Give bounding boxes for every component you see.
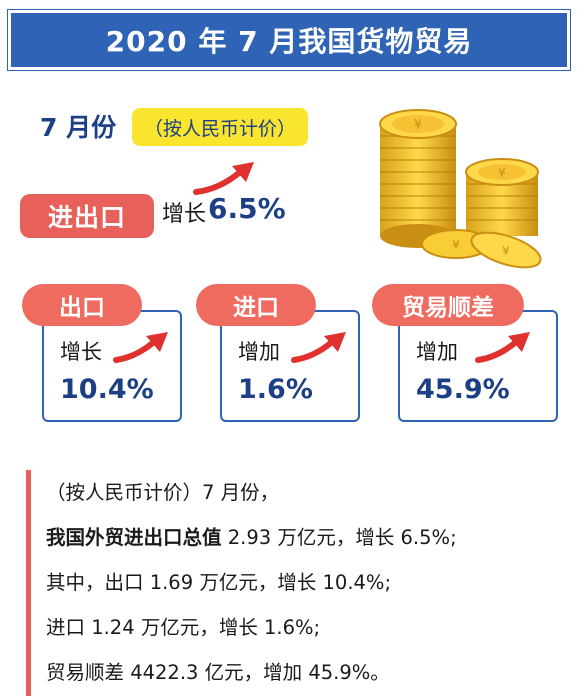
import-card: 增加 1.6%	[220, 310, 360, 422]
svg-text:¥: ¥	[452, 238, 460, 252]
summary-line: （按人民币计价）7 月份，	[46, 481, 280, 504]
month-label: 7 月份	[40, 113, 117, 142]
page-title: 2020 年 7 月我国货物贸易	[105, 25, 473, 58]
currency-unit-tag: （按人民币计价）	[132, 108, 308, 146]
summary-emphasis: 我国外贸进出口总值	[46, 526, 222, 549]
trade-surplus-growth: 45.9%	[416, 374, 510, 405]
summary-line: 贸易顺差 4422.3 亿元，增加 45.9%。	[46, 661, 390, 684]
total-trade-label: 进出口	[20, 194, 154, 238]
export-verb: 增长	[60, 340, 102, 364]
total-trade-verb: 增长	[162, 202, 207, 227]
summary-line: 进口 1.24 万亿元，增长 1.6%;	[46, 616, 321, 639]
trade-surplus-card: 增加 45.9%	[398, 310, 558, 422]
total-trade-growth: 6.5%	[208, 192, 286, 225]
up-trend-arrow-icon	[291, 332, 346, 363]
trade-surplus-label: 贸易顺差	[372, 284, 524, 326]
trade-surplus-verb: 增加	[416, 340, 458, 364]
export-growth: 10.4%	[60, 374, 154, 405]
svg-text:¥: ¥	[498, 166, 506, 180]
svg-text:¥: ¥	[502, 244, 510, 258]
summary-text: （按人民币计价）7 月份， 我国外贸进出口总值 2.93 万亿元，增长 6.5%…	[46, 470, 572, 695]
up-trend-arrow-icon	[475, 332, 530, 363]
export-label: 出口	[22, 284, 142, 326]
import-growth: 1.6%	[238, 374, 313, 405]
import-verb: 增加	[238, 340, 280, 364]
up-trend-arrow-icon	[193, 162, 254, 195]
summary-line-rest: 2.93 万亿元，增长 6.5%;	[221, 526, 457, 549]
export-card: 增长 10.4%	[42, 310, 182, 422]
svg-text:¥: ¥	[414, 118, 422, 133]
summary-line: 其中，出口 1.69 万亿元，增长 10.4%;	[46, 571, 392, 594]
title-banner: 2020 年 7 月我国货物贸易	[7, 9, 571, 71]
up-trend-arrow-icon	[113, 332, 168, 363]
summary-accent-bar	[26, 470, 31, 696]
summary-line: 我国外贸进出口总值 2.93 万亿元，增长 6.5%;	[46, 515, 572, 560]
import-label: 进口	[196, 284, 316, 326]
gold-coin-stack-icon: ¥ ¥ ¥ ¥	[379, 109, 542, 269]
